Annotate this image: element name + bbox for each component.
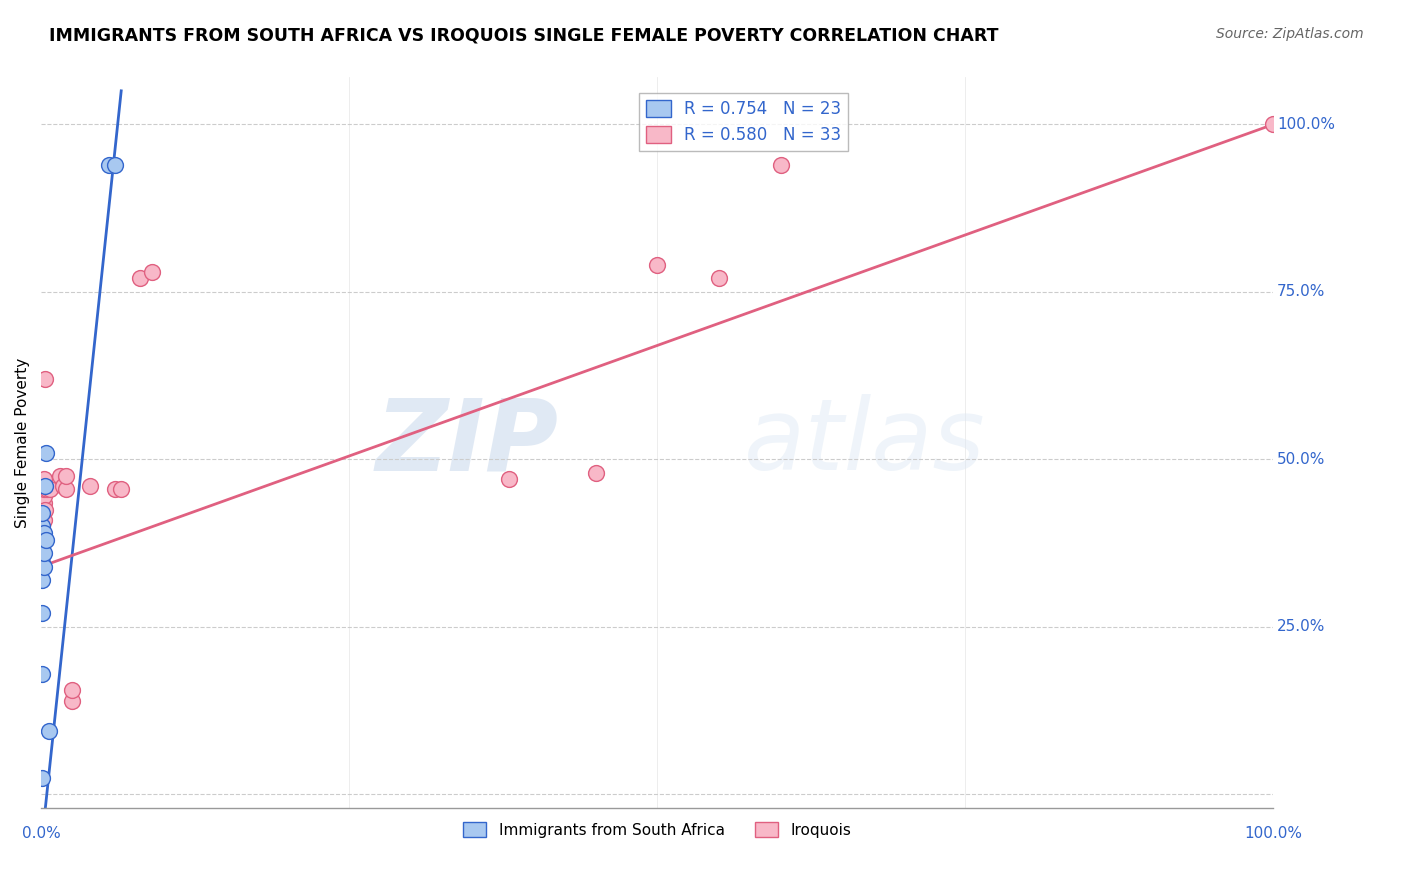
Point [35,533,58,547]
Point [104,157,127,171]
Text: Source: ZipAtlas.com: Source: ZipAtlas.com [1216,27,1364,41]
Point [707,271,730,285]
Text: IMMIGRANTS FROM SOUTH AFRICA VS IROQUOIS SINGLE FEMALE POVERTY CORRELATION CHART: IMMIGRANTS FROM SOUTH AFRICA VS IROQUOIS… [49,27,998,45]
Point [31,506,53,520]
Point [1263,117,1285,131]
Text: ZIP: ZIP [375,394,558,491]
Point [31,556,53,570]
Point [48,469,70,483]
Text: 50.0%: 50.0% [1277,452,1326,467]
Point [35,445,58,459]
Text: 0.0%: 0.0% [21,826,60,841]
Point [52,479,75,493]
Point [31,549,53,564]
Point [31,540,53,554]
Point [32,546,55,560]
Point [55,483,77,497]
Point [97,157,120,171]
Point [31,771,53,785]
Point [32,513,55,527]
Point [60,693,83,707]
Point [141,265,163,279]
Y-axis label: Single Female Poverty: Single Female Poverty [15,358,30,528]
Point [769,157,792,171]
Point [34,479,56,493]
Point [31,546,53,560]
Point [32,489,55,503]
Point [31,607,53,621]
Point [498,472,520,486]
Point [585,466,607,480]
Point [128,271,150,285]
Point [31,546,53,560]
Point [31,483,53,497]
Text: 100.0%: 100.0% [1277,117,1336,132]
Point [60,683,83,698]
Point [31,519,53,533]
Point [32,559,55,574]
Point [31,573,53,587]
Point [645,258,668,272]
Legend: Immigrants from South Africa, Iroquois: Immigrants from South Africa, Iroquois [457,815,858,844]
Point [32,496,55,510]
Point [34,372,56,386]
Point [34,502,56,516]
Point [31,556,53,570]
Point [37,723,59,738]
Point [32,483,55,497]
Point [110,483,132,497]
Point [31,533,53,547]
Text: 100.0%: 100.0% [1244,826,1302,841]
Point [104,483,127,497]
Point [31,542,53,557]
Point [32,472,55,486]
Point [31,489,53,503]
Text: 75.0%: 75.0% [1277,285,1326,300]
Point [31,519,53,533]
Point [31,506,53,520]
Point [31,526,53,541]
Point [38,483,60,497]
Point [32,526,55,541]
Point [31,666,53,681]
Point [37,483,59,497]
Text: 25.0%: 25.0% [1277,619,1326,634]
Text: atlas: atlas [744,394,986,491]
Point [55,469,77,483]
Point [31,536,53,550]
Point [79,479,101,493]
Point [31,533,53,547]
